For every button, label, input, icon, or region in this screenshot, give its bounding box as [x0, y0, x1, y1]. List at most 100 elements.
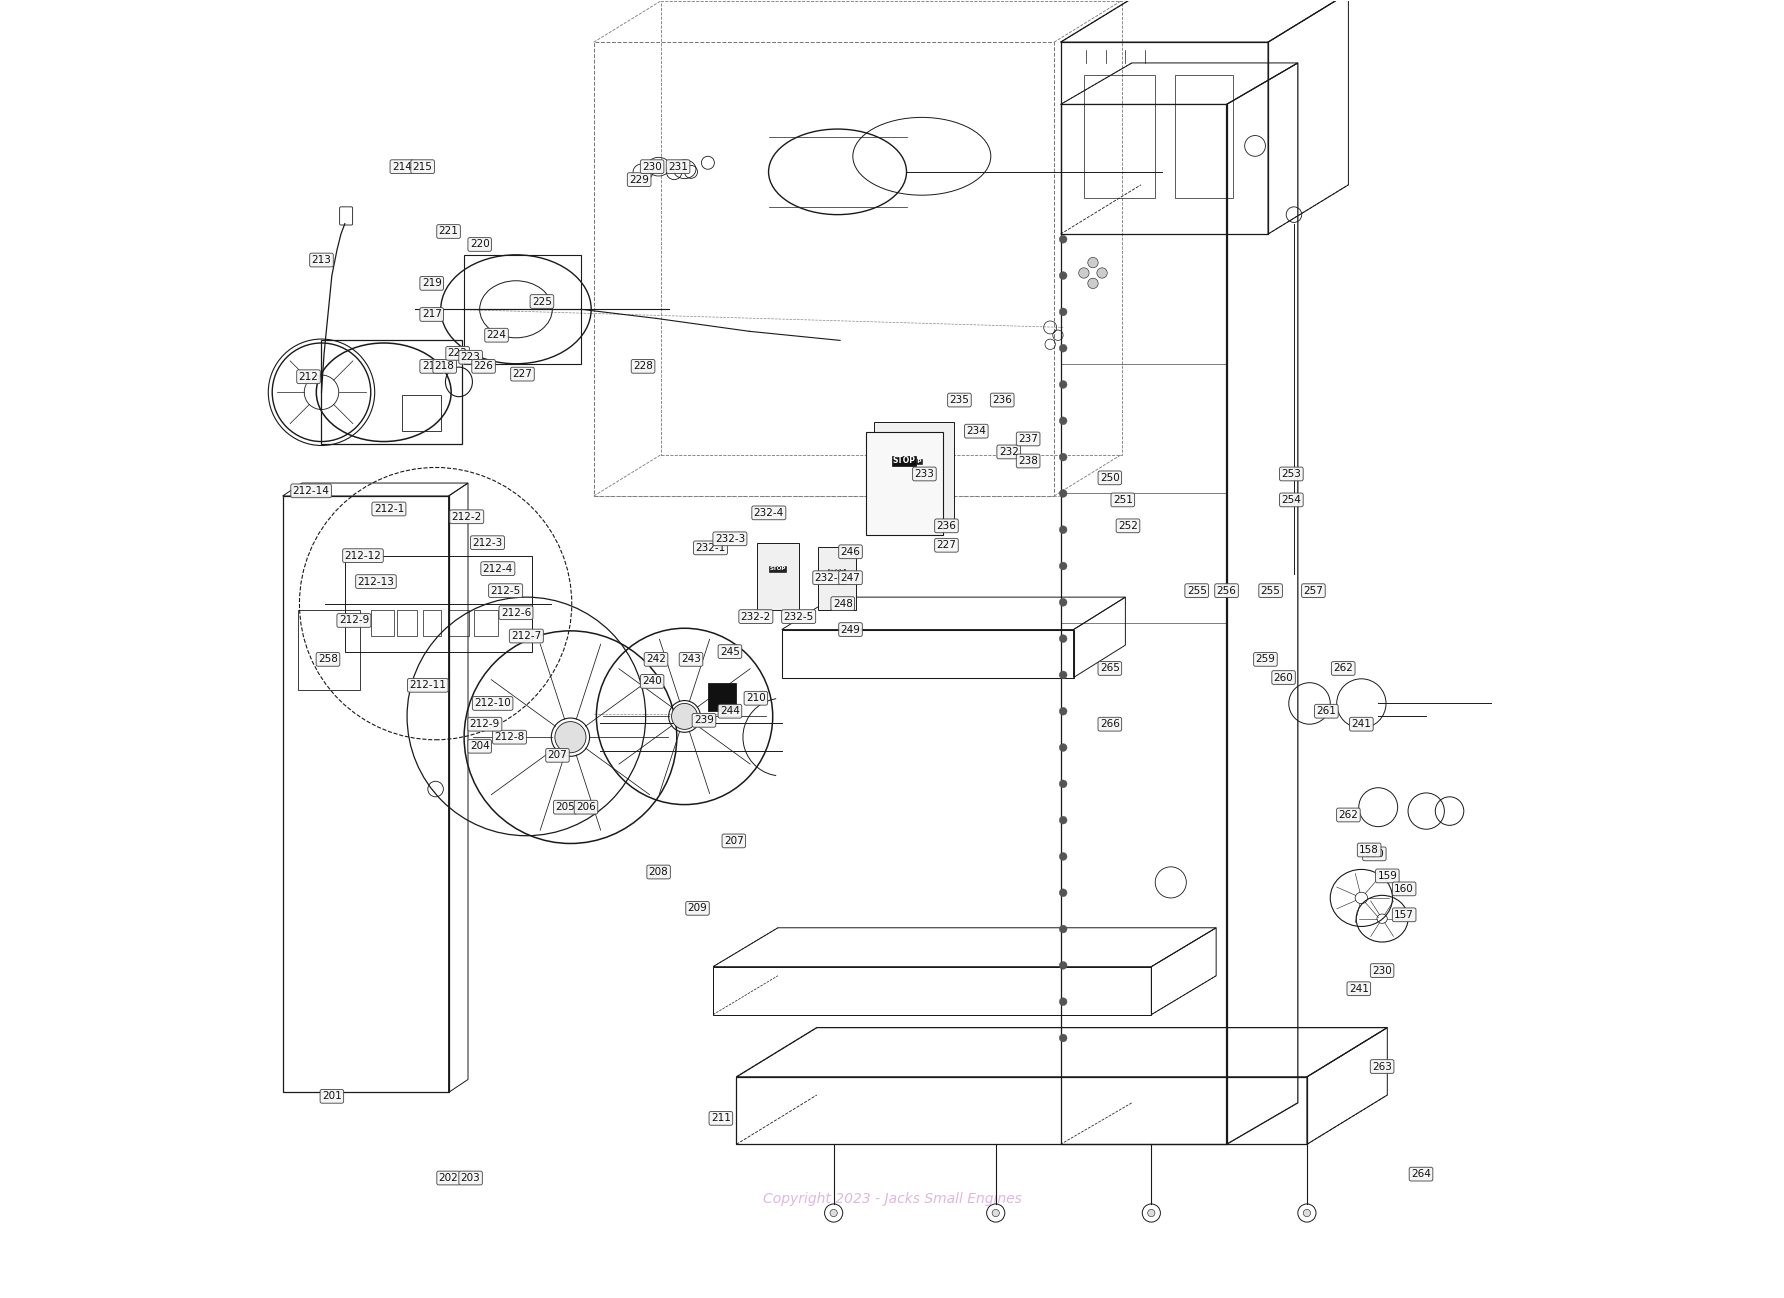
- Text: 212-9: 212-9: [469, 719, 500, 729]
- Text: 232-3: 232-3: [715, 533, 746, 544]
- Text: 202: 202: [439, 1173, 458, 1182]
- Text: 205: 205: [555, 802, 574, 813]
- Text: 231: 231: [669, 162, 689, 171]
- Text: 232: 232: [999, 447, 1019, 457]
- Text: 256: 256: [1217, 585, 1236, 596]
- Circle shape: [555, 722, 585, 753]
- Text: 215: 215: [412, 162, 432, 171]
- Text: 254: 254: [1281, 495, 1301, 505]
- Circle shape: [1097, 267, 1108, 278]
- Text: 246: 246: [840, 546, 860, 557]
- Circle shape: [1147, 1210, 1154, 1216]
- Text: 159: 159: [1377, 871, 1397, 881]
- Text: 243: 243: [681, 654, 701, 665]
- Circle shape: [1079, 267, 1088, 278]
- Text: 245: 245: [721, 646, 740, 657]
- Text: 221: 221: [439, 226, 458, 236]
- Circle shape: [1060, 235, 1067, 243]
- Circle shape: [1060, 380, 1067, 388]
- Text: 209: 209: [687, 903, 708, 914]
- Text: 212-9: 212-9: [339, 615, 369, 626]
- Text: STOP: STOP: [769, 566, 787, 571]
- Circle shape: [1304, 1210, 1311, 1216]
- Text: Copyright 2023 - Jacks Small Engines: Copyright 2023 - Jacks Small Engines: [762, 1192, 1022, 1206]
- Text: 232-2: 232-2: [740, 611, 771, 622]
- Circle shape: [1060, 453, 1067, 461]
- Text: 257: 257: [1304, 585, 1324, 596]
- Text: 212-10: 212-10: [475, 698, 510, 709]
- Circle shape: [1060, 489, 1067, 497]
- Text: 255: 255: [1186, 585, 1206, 596]
- Text: 230: 230: [1372, 966, 1392, 976]
- Text: 213: 213: [312, 254, 332, 265]
- FancyBboxPatch shape: [865, 432, 942, 535]
- Circle shape: [1060, 598, 1067, 606]
- Circle shape: [1088, 257, 1099, 267]
- Text: 248: 248: [833, 598, 853, 609]
- Text: 255: 255: [1261, 585, 1281, 596]
- Text: 265: 265: [1101, 663, 1120, 674]
- Text: 262: 262: [1338, 810, 1358, 820]
- Circle shape: [1060, 271, 1067, 279]
- Text: 207: 207: [724, 836, 744, 846]
- Text: 204: 204: [469, 741, 489, 752]
- Text: 212-2: 212-2: [451, 511, 482, 522]
- Text: 240: 240: [642, 676, 662, 687]
- Text: 250: 250: [1101, 472, 1120, 483]
- Text: 225: 225: [532, 296, 551, 306]
- Circle shape: [1060, 417, 1067, 424]
- Text: 224: 224: [487, 330, 507, 340]
- Text: 220: 220: [469, 239, 489, 249]
- Text: 201: 201: [321, 1092, 343, 1101]
- Text: 236: 236: [937, 520, 956, 531]
- Circle shape: [992, 1210, 999, 1216]
- Text: 239: 239: [694, 715, 714, 726]
- Text: 238: 238: [1019, 456, 1038, 466]
- Text: 241: 241: [1349, 984, 1368, 994]
- Text: 253: 253: [1281, 469, 1301, 479]
- Text: STOP: STOP: [892, 457, 915, 466]
- Text: 242: 242: [646, 654, 665, 665]
- Text: 212-5: 212-5: [491, 585, 521, 596]
- Text: 212-8: 212-8: [494, 732, 524, 742]
- Text: 218: 218: [435, 361, 455, 371]
- Circle shape: [1060, 853, 1067, 861]
- Circle shape: [1060, 816, 1067, 824]
- Text: 212-4: 212-4: [483, 563, 514, 574]
- Text: 252: 252: [1119, 520, 1138, 531]
- Text: 212-11: 212-11: [409, 680, 446, 691]
- Circle shape: [1060, 344, 1067, 352]
- Text: 212-3: 212-3: [473, 537, 503, 548]
- Text: 207: 207: [548, 750, 567, 761]
- Circle shape: [1060, 526, 1067, 533]
- Text: 206: 206: [576, 802, 596, 813]
- Text: 244: 244: [721, 706, 740, 716]
- Text: 208: 208: [649, 867, 669, 877]
- Circle shape: [1060, 744, 1067, 752]
- Text: 260: 260: [1274, 672, 1293, 683]
- Text: 263: 263: [1372, 1062, 1392, 1072]
- Text: 223: 223: [460, 352, 480, 362]
- Text: 211: 211: [710, 1114, 731, 1123]
- Text: 212-1: 212-1: [375, 504, 403, 514]
- Text: 158: 158: [1359, 845, 1379, 855]
- Text: STOP: STOP: [906, 459, 922, 465]
- Circle shape: [1060, 671, 1067, 679]
- FancyBboxPatch shape: [874, 422, 954, 524]
- Text: 212-13: 212-13: [357, 576, 394, 587]
- FancyBboxPatch shape: [756, 543, 799, 610]
- Text: 259: 259: [1256, 654, 1276, 665]
- Circle shape: [1060, 562, 1067, 570]
- Circle shape: [1060, 707, 1067, 715]
- Text: 266: 266: [1101, 719, 1120, 729]
- Text: 241: 241: [1352, 719, 1372, 729]
- Circle shape: [671, 704, 698, 729]
- Text: 212-6: 212-6: [501, 607, 532, 618]
- Text: 216: 216: [421, 361, 442, 371]
- Text: 219: 219: [421, 278, 442, 288]
- Circle shape: [1060, 635, 1067, 643]
- Circle shape: [1060, 889, 1067, 897]
- Text: 228: 228: [633, 361, 653, 371]
- Text: 212-14: 212-14: [293, 485, 330, 496]
- Text: 227: 227: [937, 540, 956, 550]
